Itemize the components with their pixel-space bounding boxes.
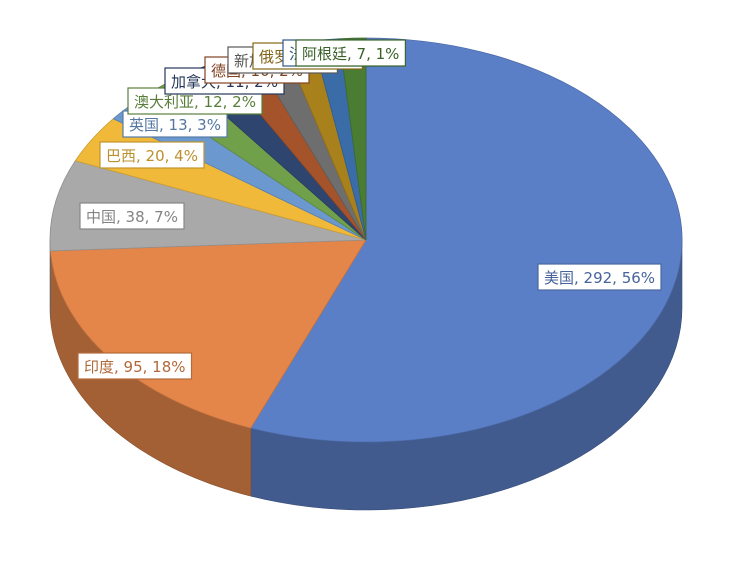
- data-label-box: [295, 39, 407, 67]
- data-label-text: 印度, 95, 18%: [84, 358, 186, 376]
- data-label-box: [77, 352, 193, 380]
- data-label-2: 中国, 38, 7%: [79, 202, 185, 230]
- data-label-box: [537, 263, 662, 291]
- data-label-4: 英国, 13, 3%: [122, 110, 228, 138]
- data-label-1: 印度, 95, 18%: [77, 352, 193, 380]
- data-label-box: [99, 141, 205, 169]
- data-label-text: 巴西, 20, 4%: [106, 147, 198, 165]
- data-label-11: 阿根廷, 7, 1%: [295, 39, 407, 67]
- pie-slice-11: [338, 37, 367, 241]
- data-label-0: 美国, 292, 56%: [537, 263, 662, 291]
- data-label-text: 英国, 13, 3%: [129, 116, 221, 134]
- pie-slice-0: [250, 37, 683, 443]
- data-labels: 美国, 292, 56% 印度, 95, 18% 中国, 38, 7% 巴西, 20,…: [77, 39, 662, 380]
- data-label-text: 澳大利亚, 12, 2%: [134, 93, 256, 111]
- data-label-text: 中国, 38, 7%: [86, 208, 178, 226]
- data-label-text: 美国, 292, 56%: [544, 269, 655, 287]
- data-label-box: [122, 110, 228, 138]
- data-label-text: 阿根廷, 7, 1%: [302, 45, 399, 63]
- data-label-3: 巴西, 20, 4%: [99, 141, 205, 169]
- data-label-box: [79, 202, 185, 230]
